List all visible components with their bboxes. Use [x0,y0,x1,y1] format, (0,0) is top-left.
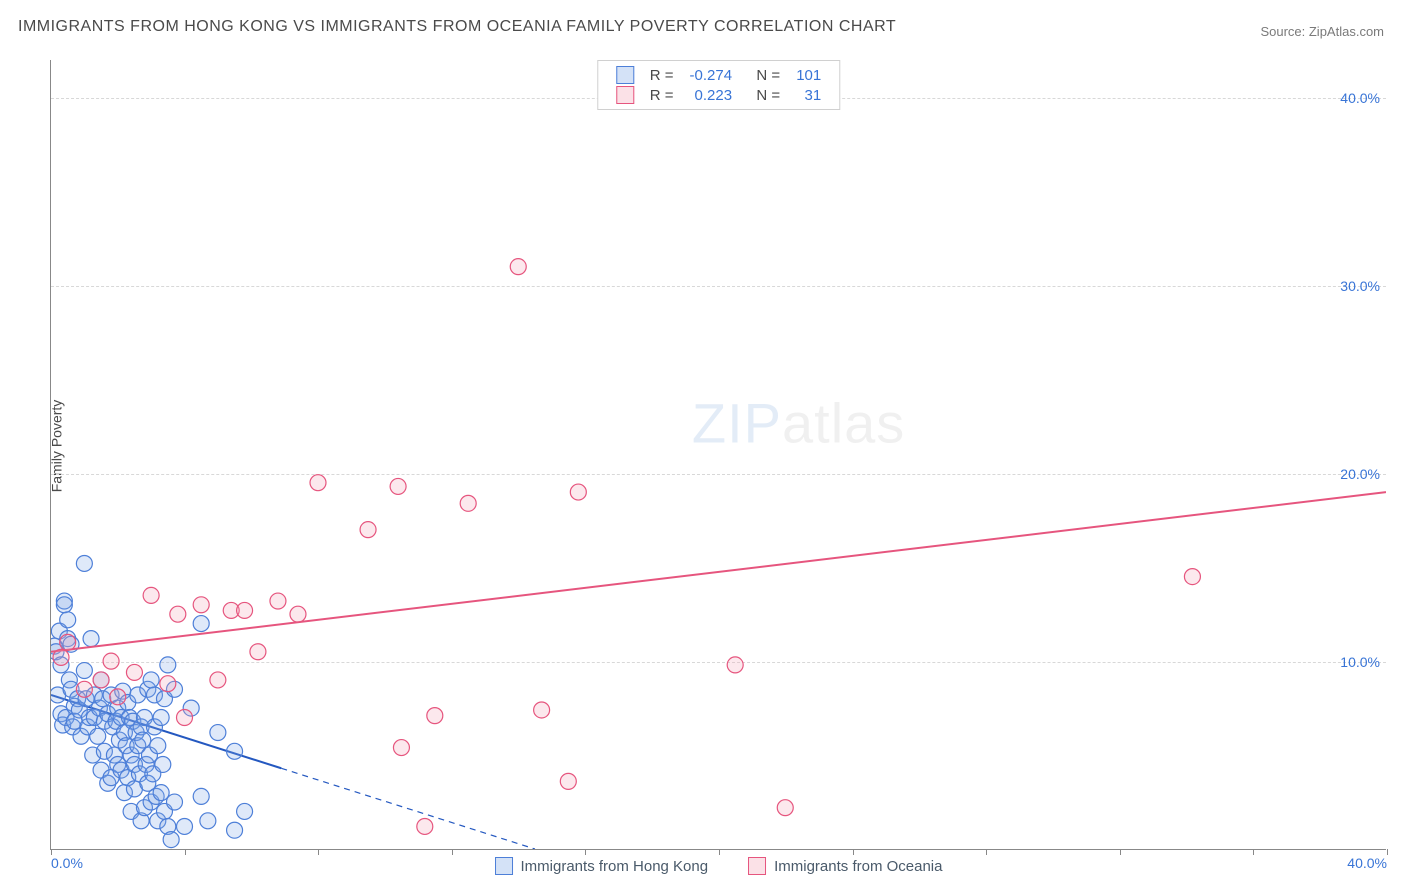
data-point [76,555,92,571]
data-point [150,738,166,754]
series-legend: Immigrants from Hong Kong Immigrants from… [495,857,943,875]
data-point [155,756,171,772]
x-tick-mark [719,849,720,855]
data-point [160,676,176,692]
x-tick-mark [1120,849,1121,855]
n-value: 31 [788,85,829,105]
data-point [177,710,193,726]
data-point [153,710,169,726]
data-point [250,644,266,660]
data-point [1184,569,1200,585]
data-point [227,743,243,759]
chart-svg [51,60,1386,849]
data-point [237,602,253,618]
r-value: -0.274 [682,65,741,85]
legend-item: Immigrants from Oceania [748,857,942,875]
x-tick-mark [318,849,319,855]
legend-swatch [748,857,766,875]
x-tick-mark [1253,849,1254,855]
chart-container: IMMIGRANTS FROM HONG KONG VS IMMIGRANTS … [0,0,1406,892]
data-point [210,725,226,741]
chart-title: IMMIGRANTS FROM HONG KONG VS IMMIGRANTS … [18,18,896,36]
data-point [83,631,99,647]
r-value: 0.223 [682,85,741,105]
data-point [777,800,793,816]
legend-label: Immigrants from Hong Kong [521,858,709,875]
data-point [60,634,76,650]
data-point [193,597,209,613]
x-tick-mark [452,849,453,855]
x-tick-mark [185,849,186,855]
x-tick-mark [1387,849,1388,855]
data-point [76,681,92,697]
data-point [534,702,550,718]
data-point [560,773,576,789]
plot-area: ZIPatlas R =-0.274 N =101R =0.223 N =31 … [50,60,1386,850]
data-point [53,649,69,665]
data-point [160,657,176,673]
r-label: R = [642,85,682,105]
data-point [60,612,76,628]
x-tick-label: 0.0% [51,855,83,871]
data-point [390,478,406,494]
data-point [393,740,409,756]
data-point [200,813,216,829]
data-point [90,728,106,744]
data-point [56,597,72,613]
legend-label: Immigrants from Oceania [774,858,942,875]
correlation-legend: R =-0.274 N =101R =0.223 N =31 [597,60,840,110]
data-point [270,593,286,609]
trend-line-extrapolated [281,768,535,849]
data-point [360,522,376,538]
data-point [417,818,433,834]
data-point [170,606,186,622]
correlation-legend-row: R =0.223 N =31 [608,85,829,105]
data-point [143,587,159,603]
data-point [143,672,159,688]
data-point [727,657,743,673]
legend-swatch [616,86,634,104]
data-point [570,484,586,500]
x-tick-mark [585,849,586,855]
data-point [193,616,209,632]
n-value: 101 [788,65,829,85]
r-label: R = [642,65,682,85]
data-point [135,732,151,748]
data-point [93,672,109,688]
data-point [310,475,326,491]
data-point [510,259,526,275]
data-point [103,653,119,669]
source-attribution: Source: ZipAtlas.com [1260,24,1384,39]
legend-swatch [495,857,513,875]
data-point [237,803,253,819]
data-point [210,672,226,688]
data-point [153,785,169,801]
correlation-legend-row: R =-0.274 N =101 [608,65,829,85]
legend-swatch [616,66,634,84]
data-point [177,818,193,834]
data-point [193,788,209,804]
x-tick-label: 40.0% [1347,855,1387,871]
n-label: N = [740,65,788,85]
n-label: N = [740,85,788,105]
legend-item: Immigrants from Hong Kong [495,857,709,875]
data-point [126,664,142,680]
data-point [163,832,179,848]
data-point [110,689,126,705]
x-tick-mark [986,849,987,855]
x-tick-mark [853,849,854,855]
data-point [290,606,306,622]
data-point [76,663,92,679]
data-point [227,822,243,838]
data-point [166,794,182,810]
data-point [460,495,476,511]
data-point [427,708,443,724]
